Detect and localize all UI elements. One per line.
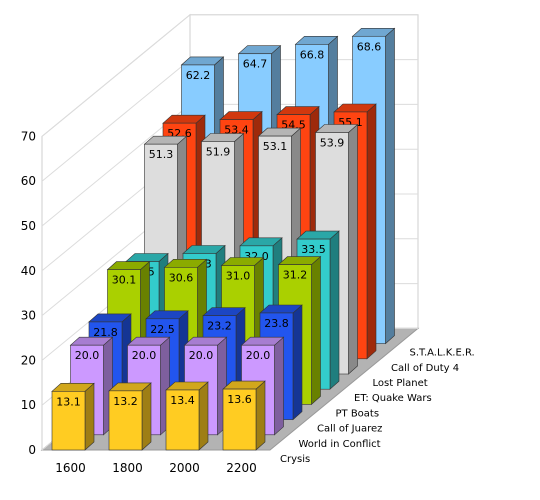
x-axis-ticks: 1600 1800 2000 2200 xyxy=(55,461,257,475)
y-axis-ticks: 0 10 20 30 40 50 60 70 xyxy=(21,129,36,457)
bar-side xyxy=(348,123,358,375)
x-tick-label: 1600 xyxy=(55,461,86,475)
bar-front xyxy=(165,389,200,451)
bar: 13.1 xyxy=(51,382,95,451)
data-label: 30.1 xyxy=(112,274,137,287)
data-label: 13.6 xyxy=(227,393,252,406)
bar-side xyxy=(329,230,340,390)
data-label: 51.3 xyxy=(149,148,174,161)
bar-side xyxy=(311,255,321,406)
series-label: Crysis xyxy=(280,454,310,465)
y-tick-label: 0 xyxy=(28,443,36,457)
data-label: 53.9 xyxy=(320,137,345,150)
bar-side xyxy=(274,336,284,436)
data-label: 68.6 xyxy=(357,40,382,53)
series-label: S.T.A.L.K.E.R. xyxy=(410,348,475,359)
series-label: Call of Juarez xyxy=(317,424,382,435)
bar-side xyxy=(292,304,303,421)
bar-side xyxy=(385,27,395,345)
data-label: 31.0 xyxy=(226,270,251,283)
bar-side xyxy=(198,381,209,451)
x-tick-label: 2000 xyxy=(169,461,200,475)
data-label: 13.1 xyxy=(56,395,81,408)
data-label: 64.7 xyxy=(243,58,268,71)
data-label: 23.8 xyxy=(264,317,289,330)
bar-front xyxy=(222,388,257,451)
data-label: 13.2 xyxy=(113,395,138,408)
bars: 62.264.766.868.652.6 53.4 54.5 55.151.3 51.9… xyxy=(51,27,396,451)
grid-line xyxy=(41,14,418,137)
bar-side xyxy=(84,382,95,451)
data-label: 22.5 xyxy=(150,323,175,336)
data-label: 23.2 xyxy=(207,320,232,333)
y-tick-label: 40 xyxy=(21,264,36,278)
y-tick-label: 30 xyxy=(21,309,36,323)
data-label: 62.2 xyxy=(186,69,211,82)
series-label: ET: Quake Wars xyxy=(354,393,432,404)
x-tick-label: 1800 xyxy=(112,461,143,475)
data-label: 51.9 xyxy=(206,145,231,158)
data-label: 53.1 xyxy=(263,140,288,153)
bar-side xyxy=(366,103,377,360)
data-label: 33.5 xyxy=(301,243,326,256)
y-tick-label: 20 xyxy=(21,353,36,367)
bar: 13.6 xyxy=(222,380,266,451)
bar-side xyxy=(255,380,266,451)
y-tick-label: 60 xyxy=(21,174,36,188)
series-label: Call of Duty 4 xyxy=(391,363,459,374)
bar-side xyxy=(141,382,152,451)
data-label: 21.8 xyxy=(93,326,118,339)
data-label: 20.0 xyxy=(189,349,214,362)
data-label: 20.0 xyxy=(246,349,271,362)
y-tick-label: 50 xyxy=(21,219,36,233)
data-label: 31.2 xyxy=(283,269,308,282)
y-tick-label: 10 xyxy=(21,398,36,412)
series-axis-labels: Crysis World in Conflict Call of Juarez PT … xyxy=(280,348,475,465)
bar-front xyxy=(108,390,143,451)
series-label: World in Conflict xyxy=(299,439,381,450)
data-label: 13.4 xyxy=(170,394,195,407)
data-label: 66.8 xyxy=(300,48,325,61)
bar-front xyxy=(51,391,86,451)
bar: 13.4 xyxy=(165,381,209,451)
y-tick-label: 70 xyxy=(21,129,36,143)
series-label: Lost Planet xyxy=(373,378,428,389)
x-tick-label: 2200 xyxy=(226,461,257,475)
series-label: PT Boats xyxy=(336,408,380,419)
data-label: 20.0 xyxy=(75,349,100,362)
data-label: 30.6 xyxy=(169,271,194,284)
data-label: 20.0 xyxy=(132,349,157,362)
bar: 13.2 xyxy=(108,382,152,451)
